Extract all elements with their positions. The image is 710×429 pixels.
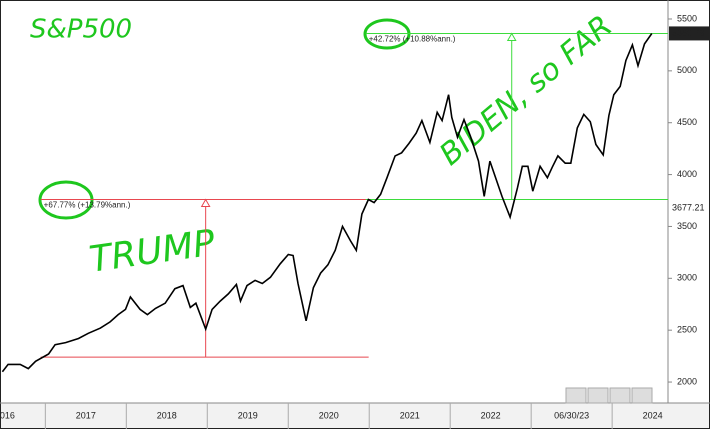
y-tick-label: 2500	[677, 325, 697, 335]
y-tick-label: 3000	[677, 273, 697, 283]
x-tick-label: 2018	[157, 410, 177, 420]
y-tick-label: 5500	[677, 13, 697, 23]
x-tick-label: 2024	[643, 410, 663, 420]
y-tick-label: 5000	[677, 65, 697, 75]
x-tick-label: 2019	[238, 410, 258, 420]
x-tick-label: 06/30/23	[554, 410, 589, 420]
title: S&P500	[30, 15, 132, 45]
x-tick-label: 2022	[481, 410, 501, 420]
last-value-badge	[669, 26, 710, 41]
x-tick-label: 2021	[400, 410, 420, 420]
arrow	[506, 32, 517, 42]
x-tick-label: 2017	[76, 410, 96, 420]
measure-label: +67.77% (+13.79%ann.)	[44, 201, 131, 210]
pan-button[interactable]	[565, 387, 587, 404]
x-tick-label: 2020	[319, 410, 339, 420]
draw-button[interactable]	[587, 387, 609, 404]
zoom-button[interactable]	[631, 387, 653, 404]
arrow	[200, 198, 211, 207]
measure-label: +42.72% (+10.88%ann.)	[369, 35, 456, 44]
toolbar	[565, 387, 653, 404]
line	[1, 33, 653, 373]
y-tick-label: 4500	[677, 117, 697, 127]
y-tick-label: 3500	[677, 221, 697, 231]
last-value: 5360.79	[672, 28, 705, 38]
save-button[interactable]	[609, 387, 631, 404]
y-tick-label: 4000	[677, 169, 697, 179]
cursor-value: 3677.21	[672, 202, 705, 212]
x-tick-label: 2016	[0, 410, 15, 420]
circle	[38, 180, 94, 220]
y-tick-label: 2000	[677, 376, 697, 386]
x-axis-strip	[1, 403, 709, 428]
